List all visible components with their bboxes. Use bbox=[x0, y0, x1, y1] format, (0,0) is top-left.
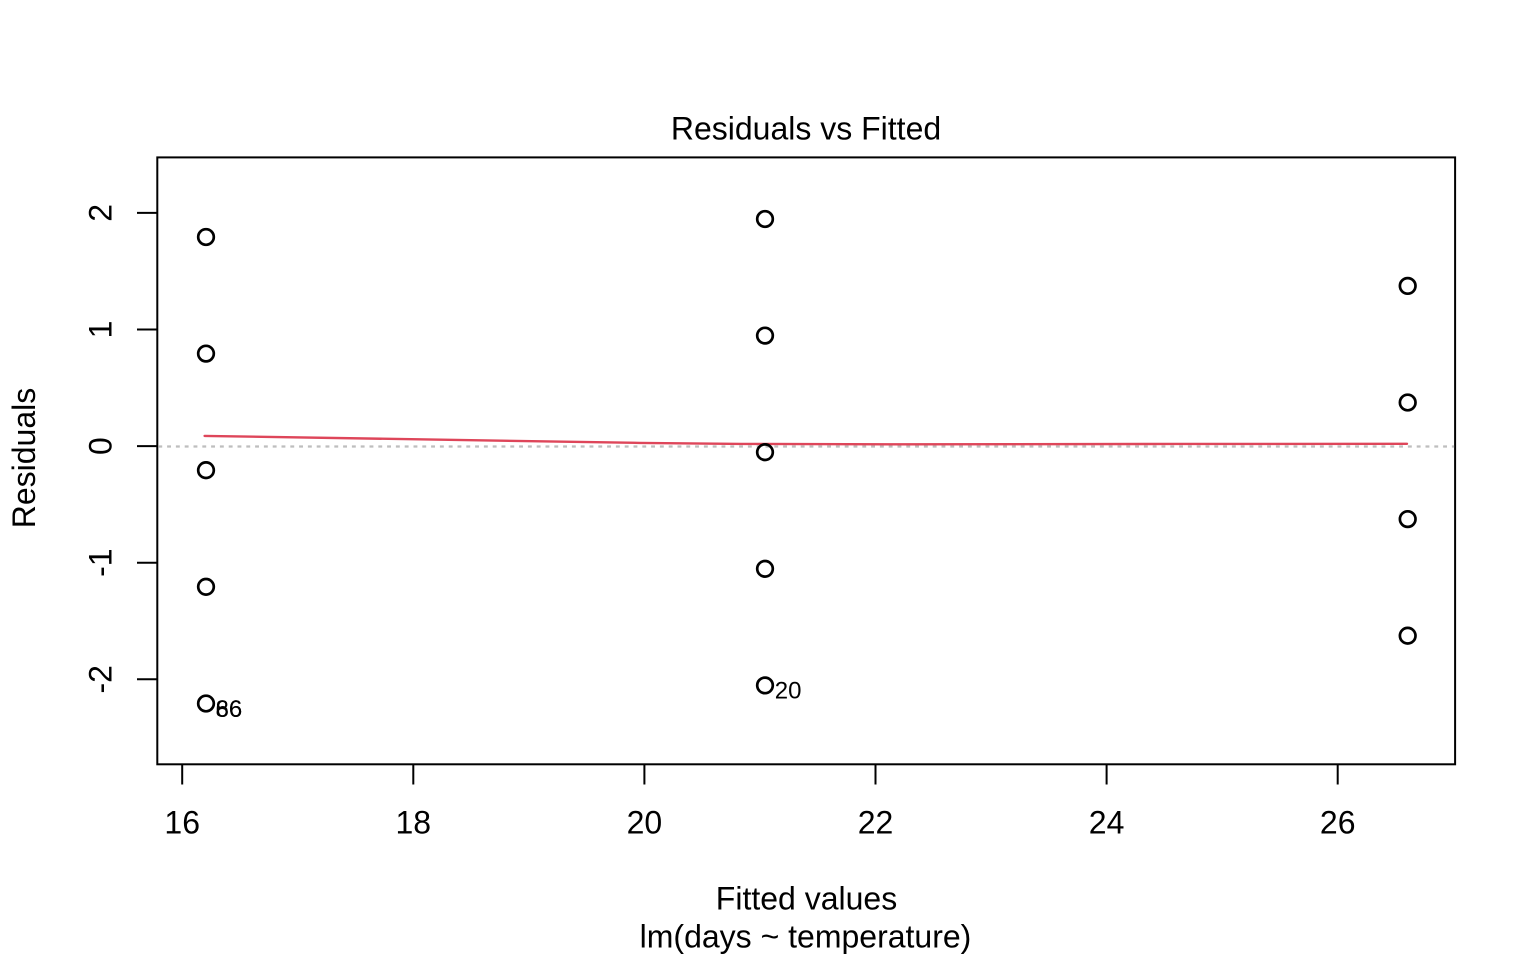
svg-text:-2: -2 bbox=[83, 665, 119, 693]
svg-text:26: 26 bbox=[1320, 804, 1356, 840]
svg-text:Residuals: Residuals bbox=[6, 388, 42, 529]
svg-text:2: 2 bbox=[83, 204, 119, 222]
svg-text:lm(days ~ temperature): lm(days ~ temperature) bbox=[640, 919, 972, 955]
svg-text:20: 20 bbox=[775, 678, 802, 705]
svg-text:Residuals vs Fitted: Residuals vs Fitted bbox=[671, 111, 941, 147]
svg-text:18: 18 bbox=[396, 804, 432, 840]
svg-text:Fitted values: Fitted values bbox=[716, 881, 897, 917]
svg-text:0: 0 bbox=[83, 437, 119, 455]
svg-text:16: 16 bbox=[164, 804, 200, 840]
svg-text:1: 1 bbox=[83, 321, 119, 339]
svg-text:86: 86 bbox=[216, 696, 243, 723]
svg-text:24: 24 bbox=[1089, 804, 1125, 840]
svg-text:66: 66 bbox=[216, 696, 243, 723]
svg-text:-1: -1 bbox=[83, 548, 119, 576]
svg-text:22: 22 bbox=[858, 804, 894, 840]
svg-text:20: 20 bbox=[627, 804, 663, 840]
